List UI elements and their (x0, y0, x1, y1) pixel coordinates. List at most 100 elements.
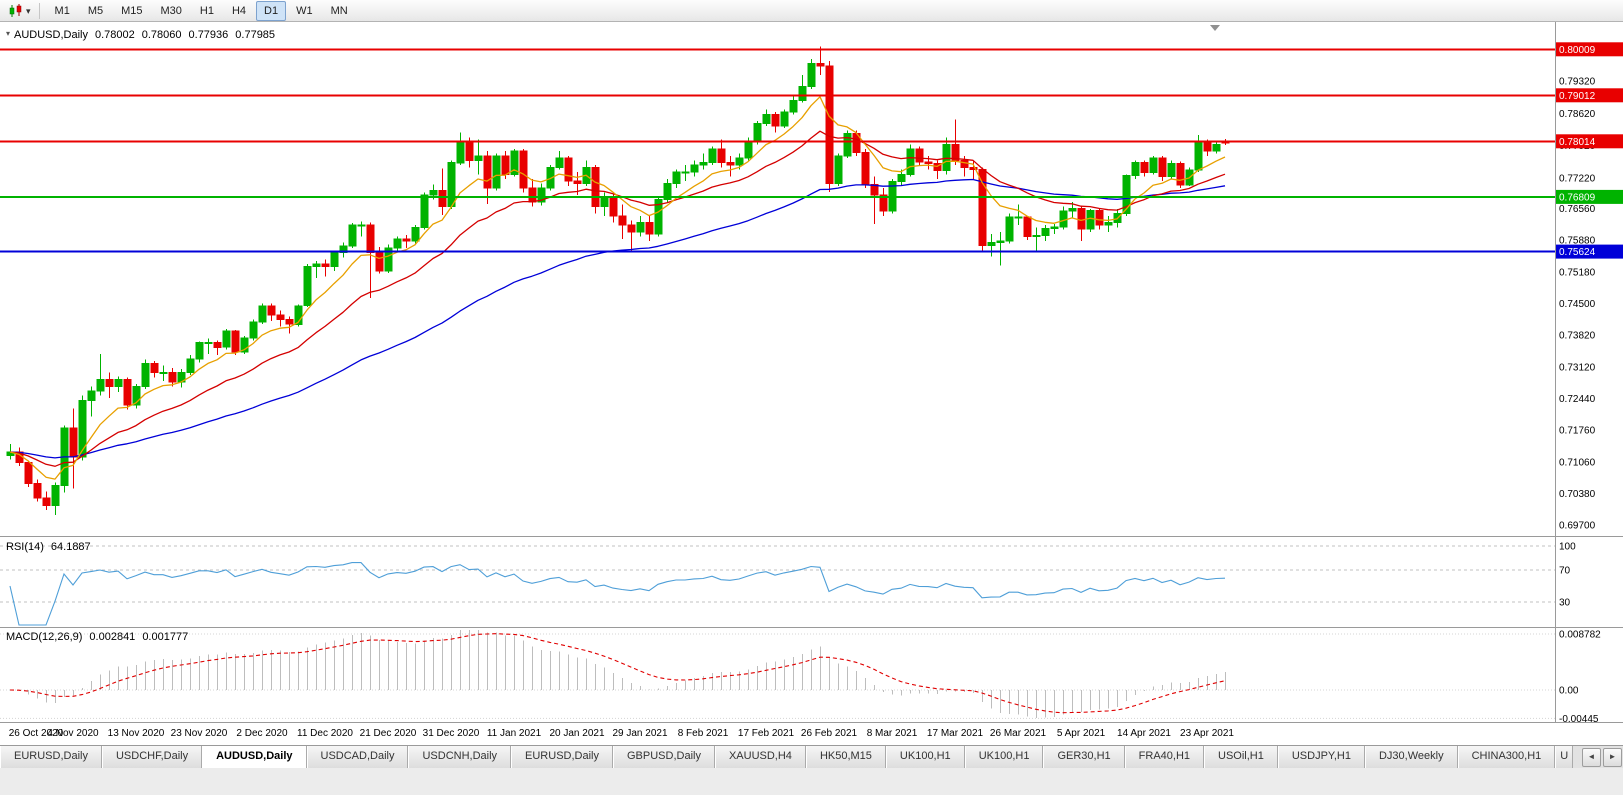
timeframe-button-m15[interactable]: M15 (121, 4, 143, 17)
price-axis-label: 0.77220 (1559, 173, 1596, 184)
rsi-label: RSI(14) (6, 541, 44, 553)
candle-body (816, 63, 825, 67)
candle-body (1212, 143, 1221, 152)
tab-scroll-right-icon[interactable]: ► (1603, 748, 1622, 767)
price-line-badge-label: 0.80009 (1559, 45, 1596, 56)
chart-tab-fra40-h1[interactable]: FRA40,H1 (1124, 746, 1205, 768)
candle (105, 372, 114, 398)
chart-tab-usdcad-daily[interactable]: USDCAD,Daily (306, 746, 409, 768)
candle-body (159, 372, 168, 375)
chart-tab-usoil-h1[interactable]: USOil,H1 (1204, 746, 1278, 768)
price-line-badge (1556, 244, 1623, 259)
candle (762, 109, 771, 126)
macd-axis-label: 0.00 (1559, 686, 1579, 697)
price-line-badge (1556, 88, 1623, 103)
date-label: 17 Feb 2021 (738, 728, 795, 739)
chart-tab-eurusd-daily[interactable]: EURUSD,Daily (511, 746, 613, 768)
time-axis[interactable] (0, 723, 1623, 745)
candle-body (492, 155, 501, 189)
candle-body (132, 386, 141, 406)
timeframe-button-d1[interactable]: D1 (256, 0, 287, 21)
tab-scroll-buttons: ◄ ► (1582, 748, 1622, 767)
timeframe-button-m5[interactable]: M5 (87, 4, 104, 17)
chart-tab-audusd-daily[interactable]: AUDUSD,Daily (202, 746, 307, 768)
candle (132, 384, 141, 409)
candle-body (438, 189, 447, 207)
candle (771, 112, 780, 133)
candle-body (141, 362, 150, 387)
candle (159, 365, 168, 381)
timeframe-button-h4[interactable]: H4 (231, 4, 247, 17)
candle (564, 155, 573, 186)
candle-body (258, 305, 267, 323)
chart-tab-uk100-h1[interactable]: UK100,H1 (964, 746, 1044, 768)
one-click-trading-toggle[interactable]: ▾ (6, 29, 11, 38)
candle (114, 376, 123, 392)
candle-body (393, 238, 402, 249)
candle (1014, 204, 1023, 225)
chart-tab-usdcnh-daily[interactable]: USDCNH,Daily (408, 746, 512, 768)
date-label: 26 Mar 2021 (990, 728, 1047, 739)
timeframe-button-w1[interactable]: W1 (296, 4, 313, 17)
candle-body (78, 399, 87, 458)
price-chart-canvas[interactable]: 0.793200.786200.779200.772200.765600.758… (0, 22, 1623, 745)
candles (6, 46, 1230, 516)
price-line-badge-label: 0.79012 (1559, 91, 1596, 102)
candle (186, 355, 195, 375)
chart-type-dropdown[interactable]: ▾ (4, 2, 35, 20)
candle (483, 151, 492, 204)
candle-body (744, 141, 753, 159)
candle (789, 95, 798, 115)
macd-label: MACD(12,26,9) (6, 631, 83, 643)
candle-body (1077, 207, 1086, 230)
candle-body (1095, 210, 1104, 226)
date-label: 5 Apr 2021 (1057, 728, 1106, 739)
open-value: 0.78002 (94, 29, 135, 41)
candle-body (771, 113, 780, 127)
candle (555, 151, 564, 170)
price-line-badge (1556, 42, 1623, 57)
candle (1131, 160, 1140, 179)
moving-average-line-55 (9, 178, 1226, 459)
candle-body (564, 157, 573, 182)
candle-body (186, 358, 195, 374)
candle-body (537, 187, 546, 203)
candle-body (456, 141, 465, 164)
candle (276, 310, 285, 327)
candle-body (294, 305, 303, 325)
chart-tab-ger30-h1[interactable]: GER30,H1 (1043, 746, 1125, 768)
chart-tab-uk100-h1[interactable]: UK100,H1 (885, 746, 965, 768)
chart-tab-china300-h1[interactable]: CHINA300,H1 (1457, 746, 1556, 768)
tab-scroll-left-icon[interactable]: ◄ (1582, 748, 1601, 767)
candle (978, 167, 987, 252)
price-axis-label: 0.79320 (1559, 77, 1596, 88)
chart-tab-gbpusd-daily[interactable]: GBPUSD,Daily (613, 746, 715, 768)
chart-tab-usdjpy-h1[interactable]: USDJPY,H1 (1277, 746, 1365, 768)
candle (645, 215, 654, 242)
candle-body (933, 163, 942, 172)
chart-shift-marker-icon[interactable] (1210, 25, 1220, 31)
timeframe-button-m30[interactable]: M30 (160, 4, 182, 17)
chart-tab-xauusd-h4[interactable]: XAUUSD,H4 (714, 746, 806, 768)
chart-tab-eurusd-daily[interactable]: EURUSD,Daily (0, 746, 102, 768)
candle (546, 165, 555, 191)
candlestick-chart-icon (9, 3, 22, 17)
chart-tab-dj30-weekly[interactable]: DJ30,Weekly (1364, 746, 1458, 768)
date-label: 20 Jan 2021 (549, 728, 604, 739)
macd-main-value: 0.002841 (89, 631, 136, 643)
candle (249, 319, 258, 341)
chart-tab-usdchf-daily[interactable]: USDCHF,Daily (101, 746, 203, 768)
timeframe-button-mn[interactable]: MN (330, 4, 348, 17)
candle (141, 359, 150, 389)
candle (699, 153, 708, 170)
candle (897, 169, 906, 186)
candle-body (915, 148, 924, 163)
price-axis[interactable] (1555, 22, 1623, 722)
candle (267, 303, 276, 321)
chart-tab-hk50-m15[interactable]: HK50,M15 (805, 746, 886, 768)
candle-body (1122, 175, 1131, 214)
timeframe-button-m1[interactable]: M1 (54, 4, 70, 17)
timeframe-button-h1[interactable]: H1 (199, 4, 214, 17)
candle (312, 261, 321, 279)
chart-tab-partial[interactable]: U (1555, 746, 1574, 768)
